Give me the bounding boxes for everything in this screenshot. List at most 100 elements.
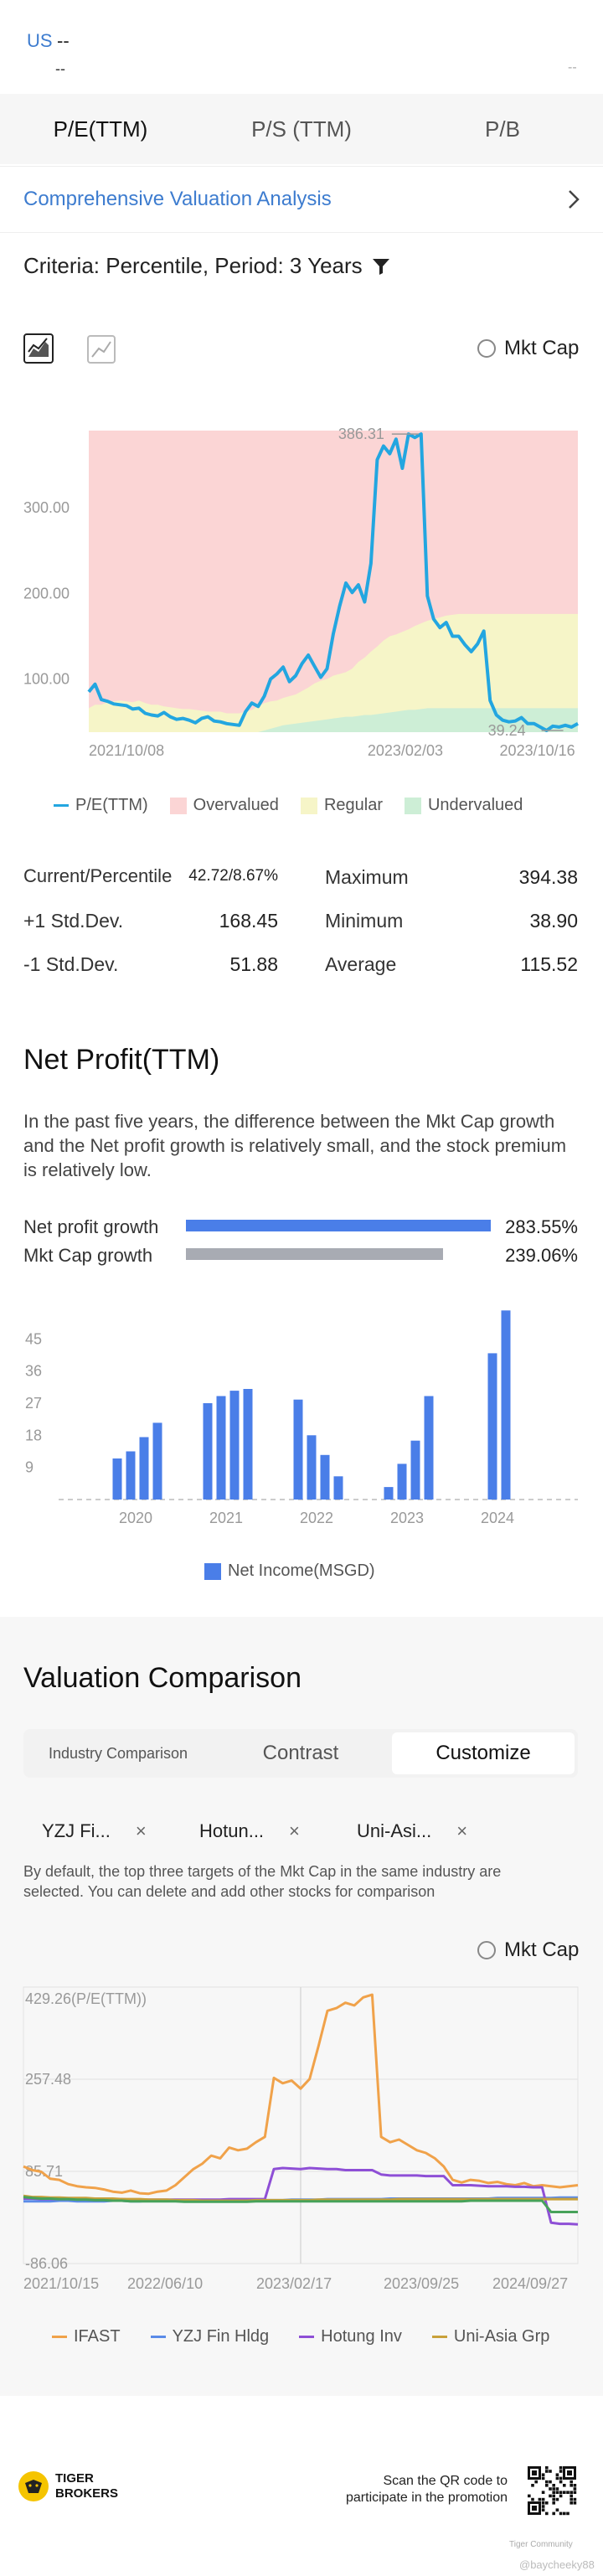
qr-module xyxy=(555,2476,559,2480)
pe-legend-item: Undervalued xyxy=(404,796,523,815)
comparison-legend-item: Uni-Asia Grp xyxy=(431,2327,549,2346)
legend-label: Undervalued xyxy=(427,796,523,814)
qr-module xyxy=(541,2505,545,2508)
mkt-cap-toggle[interactable]: Mkt Cap xyxy=(477,337,579,360)
segment-contrast[interactable]: Contrast xyxy=(262,1742,339,1764)
qr-module xyxy=(570,2501,573,2505)
area-chart-icon[interactable] xyxy=(23,333,54,364)
current-percentile-value: 42.72/8.67% xyxy=(188,867,278,885)
y-tick-label: 257.48 xyxy=(25,2071,71,2088)
x-tick-label: 2021/10/15 xyxy=(23,2275,99,2292)
segment-industry-comparison[interactable]: Industry Comparison xyxy=(48,1744,188,1762)
qr-module xyxy=(552,2497,555,2501)
net-income-bar xyxy=(139,1437,149,1500)
legend-label: P/E(TTM) xyxy=(75,796,148,814)
price-dash: -- xyxy=(57,30,70,51)
net-income-bar xyxy=(229,1391,240,1500)
chip-yzj[interactable]: YZJ Fi... × xyxy=(42,1811,147,1851)
plus-std-value: 168.45 xyxy=(219,910,278,932)
filter-icon[interactable] xyxy=(371,256,391,276)
legend-swatch xyxy=(204,1562,221,1580)
legend-label: Hotung Inv xyxy=(321,2327,402,2346)
close-icon[interactable]: × xyxy=(135,1820,147,1841)
qr-module xyxy=(531,2497,534,2501)
qr-module xyxy=(545,2470,549,2473)
qr-module xyxy=(573,2491,577,2494)
qr-module xyxy=(545,2480,549,2484)
net-income-legend-label: Net Income(MSGD) xyxy=(228,1562,375,1580)
x-tick-label: 2024/09/27 xyxy=(492,2275,568,2292)
brand-line2: BROKERS xyxy=(55,2486,119,2501)
qr-module xyxy=(545,2501,549,2505)
brand-line1: TIGER xyxy=(55,2471,94,2486)
chip-uniasia[interactable]: Uni-Asi... × xyxy=(357,1811,467,1851)
change-dash: -- xyxy=(55,60,65,77)
qr-module xyxy=(555,2487,559,2491)
qr-module xyxy=(541,2491,545,2494)
comparison-note: By default, the top three targets of the… xyxy=(23,1863,502,1900)
net-profit-growth-bar xyxy=(186,1220,491,1231)
net-income-bar xyxy=(487,1353,497,1500)
chip-hotung-label: Hotun... xyxy=(199,1820,265,1841)
segment-customize[interactable]: Customize xyxy=(392,1732,575,1774)
net-income-bar xyxy=(203,1403,213,1500)
line-chart-icon[interactable] xyxy=(87,335,116,364)
chip-hotung[interactable]: Hotun... × xyxy=(199,1811,300,1851)
legend-label: Overvalued xyxy=(193,796,279,814)
qr-module xyxy=(563,2511,566,2516)
y-tick-label: 429.26(P/E(TTM)) xyxy=(25,1990,147,2007)
market-label[interactable]: US xyxy=(27,30,53,51)
net-income-bar xyxy=(243,1389,253,1500)
regular-band xyxy=(89,613,578,732)
pe-legend-item: P/E(TTM) xyxy=(54,796,148,815)
qr-module xyxy=(552,2491,555,2494)
net-income-bar xyxy=(126,1451,136,1500)
net-income-bar xyxy=(424,1396,434,1500)
min-label: 39.24 xyxy=(488,722,526,739)
community-watermark: Tiger Community xyxy=(509,2540,573,2549)
qr-module xyxy=(559,2511,563,2516)
qr-module xyxy=(566,2491,570,2494)
average-label: Average xyxy=(325,953,397,975)
net-income-bar xyxy=(293,1399,303,1500)
mkt-cap-growth-value: 239.06% xyxy=(505,1245,578,1266)
comparison-mkt-cap-label: Mkt Cap xyxy=(504,1938,580,1961)
radio-icon xyxy=(477,339,496,358)
scan-text-line2: participate in the promotion xyxy=(346,2491,508,2505)
qr-module xyxy=(559,2480,563,2484)
legend-swatch xyxy=(300,797,317,814)
valuation-comparison-title: Valuation Comparison xyxy=(23,1662,302,1694)
qr-code-icon[interactable] xyxy=(526,2465,578,2517)
criteria-row[interactable]: Criteria: Percentile, Period: 3 Years xyxy=(23,253,391,279)
comprehensive-analysis-link[interactable]: Comprehensive Valuation Analysis xyxy=(0,166,603,233)
qr-module xyxy=(559,2494,563,2498)
qr-module xyxy=(552,2487,555,2491)
qr-module xyxy=(528,2494,531,2498)
qr-module xyxy=(570,2491,573,2494)
qr-module xyxy=(573,2487,577,2491)
legend-swatch xyxy=(431,2336,447,2338)
tab-pb[interactable]: P/B xyxy=(485,116,520,142)
qr-module xyxy=(573,2497,577,2501)
qr-module xyxy=(566,2511,570,2516)
qr-module xyxy=(563,2491,566,2494)
qr-module xyxy=(541,2473,545,2476)
analysis-link-label: Comprehensive Valuation Analysis xyxy=(23,188,332,210)
mkt-cap-label: Mkt Cap xyxy=(504,337,580,359)
tab-pe-ttm[interactable]: P/E(TTM) xyxy=(53,116,148,142)
net-income-bar xyxy=(320,1454,330,1500)
tab-ps-ttm[interactable]: P/S (TTM) xyxy=(251,116,352,142)
top-bar: US -- -- -- xyxy=(0,0,603,94)
pe-legend: P/E(TTM) Overvalued Regular Undervalued xyxy=(54,796,523,815)
comparison-legend-item: Hotung Inv xyxy=(299,2327,402,2346)
comparison-mkt-cap-toggle[interactable]: Mkt Cap xyxy=(477,1938,579,1962)
qr-module xyxy=(549,2470,552,2473)
close-icon[interactable]: × xyxy=(456,1820,468,1841)
maximum-value: 394.38 xyxy=(518,866,578,888)
close-icon[interactable]: × xyxy=(289,1820,300,1841)
legend-swatch xyxy=(150,2336,166,2338)
net-income-bar xyxy=(152,1422,162,1500)
pe-band-chart: 300.00 200.00 100.00 2021/10/08 2023/02/03 20… xyxy=(23,426,579,759)
pe-legend-item: Regular xyxy=(300,796,383,815)
x-tick-label: 2023/10/16 xyxy=(500,742,575,759)
